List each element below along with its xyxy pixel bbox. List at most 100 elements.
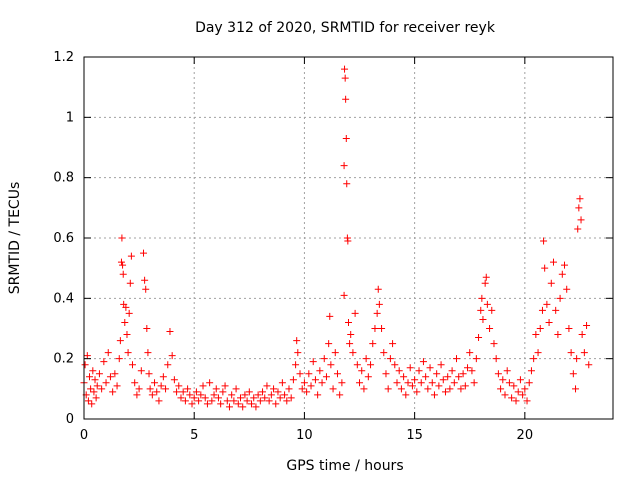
- data-point: [111, 370, 119, 378]
- data-point: [195, 397, 203, 405]
- data-point: [256, 397, 264, 405]
- data-point: [516, 376, 524, 384]
- data-point: [170, 376, 178, 384]
- data-point: [543, 300, 551, 308]
- data-point: [131, 379, 139, 387]
- data-point: [338, 379, 346, 387]
- x-axis-label: GPS time / hours: [286, 458, 403, 474]
- data-point: [86, 373, 94, 381]
- data-point: [250, 394, 258, 402]
- data-point: [340, 291, 348, 299]
- data-point: [532, 331, 540, 339]
- data-point: [356, 379, 364, 387]
- data-point: [336, 391, 344, 399]
- data-point: [201, 394, 209, 402]
- data-point: [289, 376, 297, 384]
- data-point: [119, 261, 127, 269]
- data-point: [494, 370, 502, 378]
- data-point: [293, 337, 301, 345]
- data-point: [497, 385, 505, 393]
- data-point: [521, 385, 529, 393]
- data-point: [121, 318, 129, 326]
- data-point: [572, 385, 580, 393]
- data-point: [104, 349, 112, 357]
- data-point: [585, 361, 593, 369]
- data-point: [221, 382, 229, 390]
- data-point: [89, 367, 97, 375]
- data-point: [155, 397, 163, 405]
- data-point: [214, 394, 222, 402]
- data-point: [272, 400, 280, 408]
- data-point: [351, 309, 359, 317]
- data-point: [294, 349, 302, 357]
- data-point: [314, 391, 322, 399]
- data-point: [578, 331, 586, 339]
- data-point: [382, 370, 390, 378]
- data-point: [367, 361, 375, 369]
- data-point: [402, 391, 410, 399]
- data-point: [144, 349, 152, 357]
- data-point: [173, 388, 181, 396]
- data-point: [243, 397, 251, 405]
- data-point: [159, 373, 167, 381]
- data-point: [93, 382, 101, 390]
- data-point: [576, 195, 584, 203]
- x-tick-label: 0: [80, 428, 88, 443]
- data-point: [100, 358, 108, 366]
- data-point: [378, 325, 386, 332]
- data-point: [248, 400, 256, 408]
- data-point: [373, 309, 381, 317]
- data-point: [296, 370, 304, 378]
- data-point: [232, 385, 240, 393]
- data-point: [166, 328, 174, 336]
- data-point: [459, 370, 467, 378]
- y-tick-label: 0.4: [53, 291, 74, 306]
- data-point: [514, 388, 522, 396]
- data-point: [177, 394, 185, 402]
- data-point: [234, 400, 242, 408]
- data-point: [457, 385, 465, 393]
- data-point: [569, 370, 577, 378]
- data-point: [358, 367, 366, 375]
- data-point: [499, 376, 507, 384]
- data-point: [417, 379, 425, 387]
- data-point: [488, 306, 496, 314]
- data-point: [206, 379, 214, 387]
- data-point: [433, 370, 441, 378]
- data-point: [210, 391, 218, 399]
- data-point: [413, 388, 421, 396]
- data-point: [151, 379, 159, 387]
- data-point: [125, 309, 133, 317]
- data-point: [464, 364, 472, 372]
- data-point: [141, 276, 149, 284]
- data-point: [479, 315, 487, 323]
- data-point: [583, 321, 591, 329]
- data-point: [505, 379, 513, 387]
- data-point: [92, 394, 100, 402]
- data-point: [175, 382, 183, 390]
- data-point: [364, 373, 372, 381]
- data-point: [404, 379, 412, 387]
- data-point: [455, 373, 463, 381]
- data-point: [371, 325, 379, 332]
- data-point: [146, 385, 154, 393]
- data-point: [140, 249, 148, 257]
- data-point: [397, 385, 405, 393]
- data-point: [468, 367, 476, 375]
- data-point: [142, 285, 150, 293]
- data-point: [241, 391, 249, 399]
- data-point: [561, 261, 569, 269]
- data-point: [265, 397, 273, 405]
- data-point: [437, 361, 445, 369]
- data-point: [525, 379, 533, 387]
- data-point: [208, 397, 216, 405]
- data-point: [347, 331, 355, 339]
- data-point: [567, 349, 575, 357]
- data-point: [441, 388, 449, 396]
- data-point: [119, 270, 127, 278]
- data-point: [137, 367, 145, 375]
- data-point: [223, 397, 231, 405]
- data-point: [261, 394, 269, 402]
- data-point: [482, 273, 490, 281]
- data-point: [305, 370, 313, 378]
